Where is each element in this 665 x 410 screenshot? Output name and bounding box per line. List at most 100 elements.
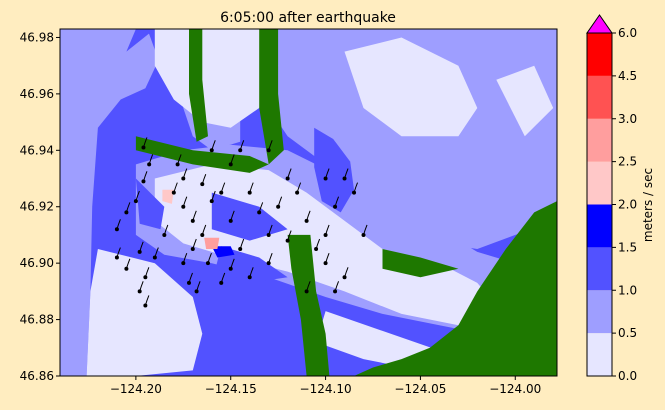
gauge-dot [238,148,243,153]
gauge-marker [247,182,254,195]
gauge-dot [266,232,271,237]
gauge-marker [175,154,182,167]
gauge-dot [200,182,205,187]
gauge-dot [124,210,129,215]
gauge-dot [266,261,271,266]
gauge-marker [342,168,349,181]
gauge-marker [295,182,302,195]
speed-region-16 [162,189,174,204]
gauge-marker [323,224,330,237]
colorbar-bin [587,290,612,334]
y-tick-label: 46.90 [20,256,54,270]
gauge-dot [295,190,300,195]
gauge-marker [200,173,207,187]
gauge-dot [361,232,366,237]
gauge-dot [314,247,319,252]
land-region-2 [135,136,269,173]
colorbar-bin [587,247,612,291]
gauge-dot [276,204,281,209]
gauge-marker [238,140,245,153]
gauge-dot [247,190,252,195]
gauge-dot [141,179,146,184]
gauge-dot [323,232,328,237]
gauge-marker [238,238,245,252]
y-tick-label: 46.86 [20,369,54,383]
gauge-marker [266,140,273,153]
y-tick-label: 46.94 [20,143,54,157]
gauge-dot [181,204,186,209]
gauge-marker [147,154,154,167]
gauge-dot [342,275,347,280]
gauge-dot [238,247,243,252]
gauge-dot [190,247,195,252]
gauge-marker [124,258,131,271]
gauge-marker [314,238,321,252]
gauge-dot [200,232,205,237]
y-tick-label: 46.88 [20,313,54,327]
gauge-dot [323,176,328,181]
gauge-dot [137,249,142,254]
colorbar-tick-label: 6.0 [618,26,637,40]
gauge-dot [219,190,224,195]
gauge-marker [219,182,226,195]
gauge-dot [209,199,214,204]
gauge-marker [124,202,131,215]
colorbar-tick-label: 4.5 [618,69,637,83]
gauge-marker [276,196,283,209]
colorbar-tick-label: 2.0 [618,198,637,212]
y-tick-label: 46.92 [20,200,54,214]
gauge-marker [209,190,216,204]
speed-region-14 [215,246,288,283]
land-region-4 [382,249,459,278]
gauge-markers [114,137,368,308]
gauge-dot [228,266,233,271]
gauge-marker [141,137,148,150]
speed-region-2 [268,29,557,249]
gauge-marker [266,252,273,266]
gauge-marker [205,252,212,266]
y-tick-label: 46.96 [20,87,54,101]
land-region-0 [259,29,284,165]
gauge-dot [209,148,214,153]
speed-region-4 [344,37,478,137]
speed-region-15 [211,246,235,258]
chart-title: 6:05:00 after earthquake [220,10,396,26]
gauge-marker [247,267,254,280]
gauge-marker [152,247,159,260]
gauge-dot [304,289,309,294]
speed-region-8 [86,249,203,376]
gauge-dot [143,303,148,308]
gauge-marker [133,190,140,204]
y-axis: 46.86 46.88 46.90 46.92 46.94 46.96 46.98 [20,30,60,383]
gauge-marker [171,182,178,195]
gauge-marker [228,210,235,223]
colorbar-bin [587,118,612,162]
speed-regions [60,29,557,376]
gauge-marker [352,182,358,195]
gauge-marker [114,247,121,260]
land-regions [135,29,557,376]
gauge-dot [114,255,119,260]
speed-region-17 [204,237,220,249]
gauge-marker [181,168,188,181]
gauge-dot [205,261,210,266]
speed-region-12 [211,192,288,241]
gauge-dot [114,227,119,232]
gauge-dot [285,238,290,243]
speed-region-10 [126,29,155,52]
gauge-marker [209,140,216,153]
colorbar-extend-arrow [586,14,613,34]
gauge-dot [171,190,176,195]
gauge-dot [137,289,142,294]
gauge-marker [181,196,188,209]
colorbar-bin [587,204,612,248]
colorbar-bin [587,333,612,376]
gauge-marker [266,224,273,237]
gauge-marker [162,224,169,237]
gauge-dot [304,218,309,223]
colorbar-tick-label: 2.5 [618,155,637,169]
gauge-dot [186,280,191,285]
gauge-marker [342,267,349,280]
gauge-dot [333,204,338,209]
